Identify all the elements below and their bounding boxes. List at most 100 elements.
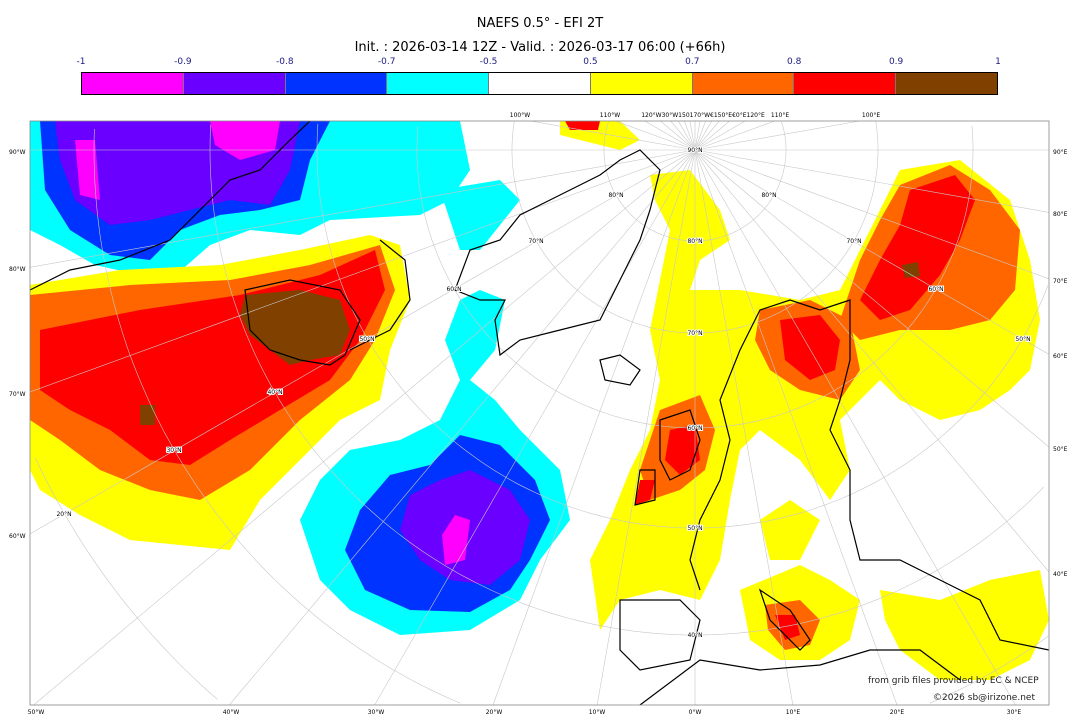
colorbar-segment (896, 73, 998, 94)
coordinate-label: 60°N (928, 286, 943, 293)
coordinate-label: 80°E (1053, 211, 1068, 218)
coordinate-label: 60°N (446, 286, 461, 293)
coordinate-label: 120°W30°W150170°W€150°E€0°E120°E (641, 112, 765, 119)
coordinate-label: 40°E (1053, 571, 1068, 578)
meridian-line (694, 121, 706, 151)
coordinate-label: 20°E (890, 709, 905, 716)
meridian-line (694, 149, 898, 705)
meridian-line (694, 149, 794, 705)
map-subtitle: Init. : 2026-03-14 12Z - Valid. : 2026-0… (354, 40, 726, 55)
coordinate-label: 50°N (1015, 336, 1030, 343)
colorbar-label: 0.8 (787, 57, 802, 67)
coordinate-label: 80°N (608, 192, 623, 199)
meridian-line (30, 149, 696, 393)
meridian-line (694, 149, 1049, 573)
coordinate-label: 30°N (166, 447, 181, 454)
meridian-line (670, 121, 696, 151)
meridian-line (694, 121, 730, 151)
colorbar-segment (82, 73, 184, 94)
parallel-line (511, 121, 695, 334)
coordinate-label: 100°W (510, 112, 530, 119)
coordinate-label: 50°E (1053, 446, 1068, 453)
colorbar-label: 1 (995, 57, 1001, 67)
coordinate-labels: 90°W 80°W 70°W 60°W 90°E 80°E 70°E 60°E 50°E 40°E… (9, 112, 1068, 716)
coordinate-label: 70°W (9, 391, 26, 398)
meridian-line (694, 121, 775, 151)
meridian-line (30, 149, 696, 535)
cold-region-magenta-northwest (75, 121, 280, 200)
warm-region-brown-hudson (140, 290, 350, 425)
source-credit: from grib files provided by EC & NCEP (868, 676, 1039, 686)
meridian-line (694, 149, 1049, 213)
meridian-line (374, 149, 696, 705)
colorbar-label: -0.5 (479, 57, 498, 67)
warm-region-yellow-mediterranean (740, 500, 1049, 680)
coordinate-label: 40°N (267, 389, 282, 396)
graticule (30, 121, 1049, 705)
coordinate-label: 30°E (1007, 709, 1022, 716)
meridian-line (694, 121, 701, 151)
coordinate-label: 100°E (862, 112, 880, 119)
meridian-line (678, 121, 696, 151)
coordinate-label: 30°W (368, 709, 385, 716)
meridian-line (660, 121, 696, 151)
map-fields (30, 121, 1049, 705)
coordinate-label: 50°W (28, 709, 45, 716)
meridian-line (694, 149, 1049, 448)
coordinate-label: 40°W (223, 709, 240, 716)
coordinate-label: 10°E (786, 709, 801, 716)
parallel-line (695, 125, 974, 429)
coordinate-label: 70°N (687, 330, 702, 337)
coordinate-label: 110°W (600, 112, 620, 119)
colorbar-label: -0.8 (275, 57, 294, 67)
coordinate-label: 20°W (486, 709, 503, 716)
meridian-line (644, 121, 696, 151)
meridian-line (694, 121, 746, 151)
copyright: ©2026 sb@irizone.net (933, 693, 1035, 703)
colorbar-label: 0.7 (685, 57, 700, 67)
meridian-line (684, 121, 696, 151)
meridian-line (530, 121, 696, 151)
warm-region-red-italy (775, 615, 800, 640)
meridian-line (30, 149, 696, 268)
colorbar (81, 72, 998, 95)
coordinate-label: 70°E (1053, 278, 1068, 285)
map-frame (29, 120, 1050, 706)
coordinate-label: 80°N (761, 192, 776, 199)
colorbar-segment (692, 73, 795, 94)
parallel-line (929, 635, 1049, 704)
colorbar-label: 0.5 (583, 57, 598, 67)
coordinate-label: 70°N (528, 238, 543, 245)
parallel-line (209, 124, 696, 636)
coordinate-label: 90°N (687, 147, 702, 154)
warm-region-red-arctic (565, 121, 600, 130)
colorbar-segment (794, 73, 897, 94)
coordinate-label: 80°N (687, 238, 702, 245)
colorbar-label: -0.7 (377, 57, 396, 67)
meridian-line (694, 121, 712, 151)
meridian-line (33, 149, 696, 705)
coordinate-label: 20°N (56, 511, 71, 518)
colorbar-label: -0.9 (174, 57, 192, 67)
meridian-line (492, 149, 696, 705)
meridian-line (689, 121, 696, 151)
colorbar-segment (387, 73, 490, 94)
meridian-line (694, 121, 860, 151)
coordinate-label: 80°W (9, 266, 26, 273)
map-title: NAEFS 0.5° - EFI 2T (476, 16, 604, 31)
meridian-line (694, 149, 1016, 705)
colorbar-segment (590, 73, 693, 94)
meridian-line (694, 149, 1049, 355)
coordinate-label: 50°N (359, 336, 374, 343)
coordinate-label: 110°E (771, 112, 789, 119)
coordinate-label: 50°N (687, 525, 702, 532)
colorbar-segment (285, 73, 388, 94)
coordinate-label: 60°N (687, 425, 702, 432)
meridian-line (694, 149, 1049, 280)
parallel-line (34, 457, 218, 700)
coordinate-label: 40°N (687, 632, 702, 639)
coordinate-label: 70°N (846, 238, 861, 245)
coordinate-label: 10°W (589, 709, 606, 716)
meridian-line (229, 149, 696, 705)
